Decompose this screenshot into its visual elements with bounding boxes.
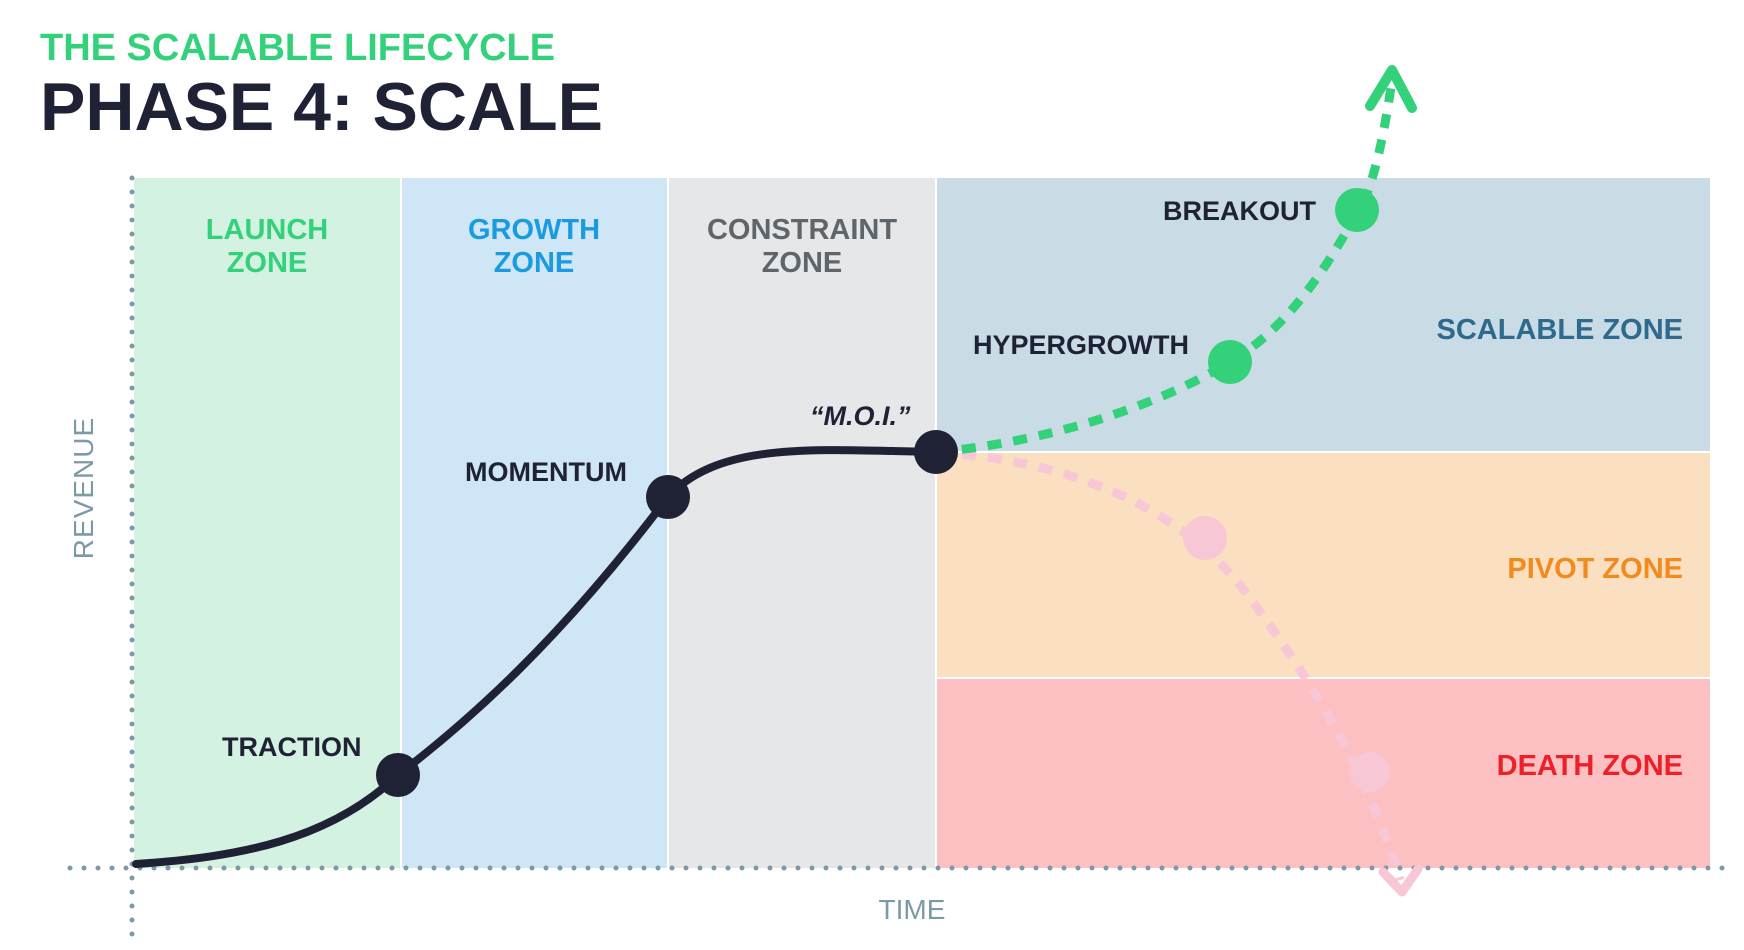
x-axis-label: TIME xyxy=(879,894,946,925)
breakout-point-marker xyxy=(1335,188,1379,232)
pivot-zone-bg xyxy=(936,452,1710,678)
diagram-subtitle: THE SCALABLE LIFECYCLE xyxy=(40,27,555,69)
hypergrowth-label: HYPERGROWTH xyxy=(973,330,1189,360)
growth-zone-label-line2: ZONE xyxy=(494,247,575,279)
traction-point-marker xyxy=(376,753,420,797)
breakout-arrowhead xyxy=(1365,65,1417,113)
death-point-marker xyxy=(1350,752,1390,792)
page-title: PHASE 4: SCALE xyxy=(40,69,603,145)
death-zone-bg xyxy=(936,678,1710,868)
decline-arrowhead xyxy=(1378,864,1423,897)
launch-zone-bg xyxy=(134,178,401,868)
pivot-zone-label: PIVOT ZONE xyxy=(1507,553,1683,585)
hypergrowth-point-marker xyxy=(1208,340,1252,384)
momentum-point-marker xyxy=(646,475,690,519)
growth-zone-label-line1: GROWTH xyxy=(468,214,600,246)
breakout-label: BREAKOUT xyxy=(1163,196,1317,226)
growth-zone-bg xyxy=(401,178,668,868)
y-axis-label: REVENUE xyxy=(68,417,99,559)
death-zone-label: DEATH ZONE xyxy=(1497,750,1683,782)
momentum-label: MOMENTUM xyxy=(465,457,627,487)
traction-label: TRACTION xyxy=(222,732,361,762)
lifecycle-curve xyxy=(132,446,940,868)
breakout-path xyxy=(935,79,1397,457)
pivot-point-marker xyxy=(1183,516,1227,560)
moi-point-marker xyxy=(914,430,958,474)
launch-zone-label-line2: ZONE xyxy=(227,247,308,279)
constraint-zone-label-line1: CONSTRAINT xyxy=(707,214,897,246)
constraint-zone-label-line2: ZONE xyxy=(762,247,843,279)
launch-zone-label-line1: LAUNCH xyxy=(206,214,328,246)
scalable-zone-label: SCALABLE ZONE xyxy=(1437,314,1684,346)
constraint-zone-bg xyxy=(668,178,936,868)
scalable-zone-bg xyxy=(936,178,1710,452)
moi-label: “M.O.I.” xyxy=(810,401,911,431)
